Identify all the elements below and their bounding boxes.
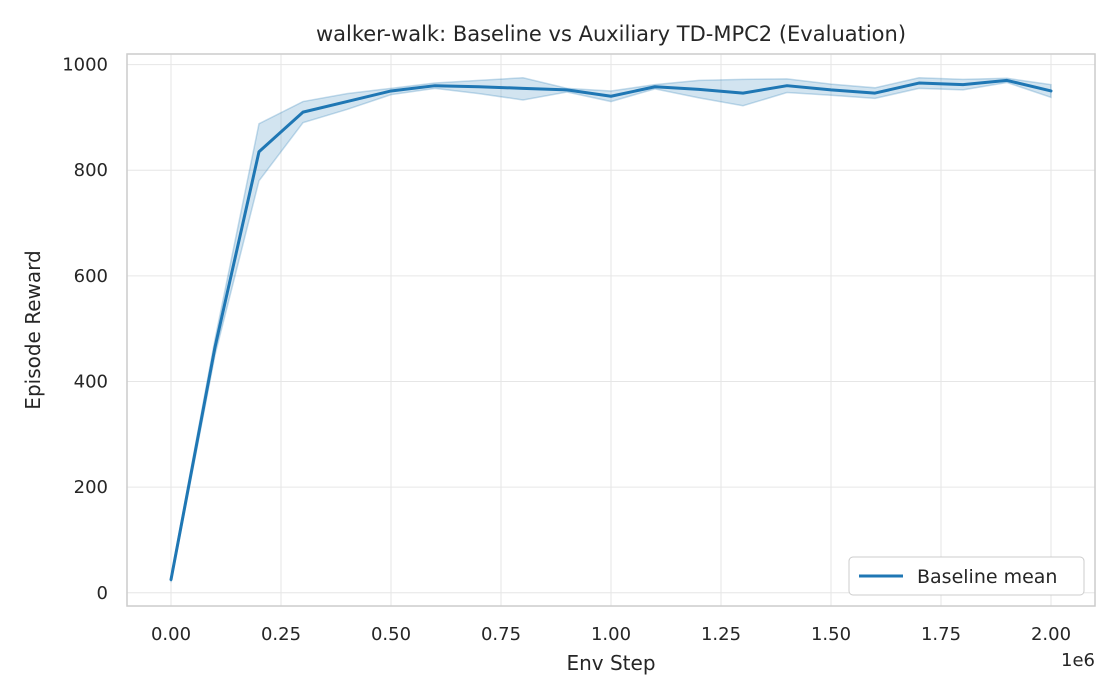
legend-box bbox=[848, 556, 1085, 596]
x-tick-label: 0.50 bbox=[371, 624, 411, 645]
y-tick-label: 200 bbox=[74, 477, 108, 498]
x-tick-label: 1.75 bbox=[921, 624, 961, 645]
y-axis-ticks: 0 200 400 600 800 1000 bbox=[62, 55, 108, 604]
x-tick-label: 0.75 bbox=[481, 624, 521, 645]
confidence-band bbox=[170, 77, 1052, 583]
x-axis-ticks: 0.00 0.25 0.50 0.75 1.00 1.25 1.50 1.75 2.00 bbox=[151, 624, 1071, 645]
x-tick-label: 2.00 bbox=[1031, 624, 1071, 645]
legend: Baseline mean bbox=[848, 556, 1085, 596]
x-tick-label: 1.00 bbox=[591, 624, 631, 645]
chart-title: walker-walk: Baseline vs Auxiliary TD-MP… bbox=[316, 22, 906, 46]
plot-frame bbox=[126, 53, 1096, 607]
legend-entry-baseline-mean: Baseline mean bbox=[917, 566, 1057, 588]
x-tick-label: 1.50 bbox=[811, 624, 851, 645]
y-tick-label: 400 bbox=[74, 372, 108, 393]
y-axis-label: Episode Reward bbox=[21, 250, 45, 409]
y-tick-label: 600 bbox=[74, 266, 108, 287]
x-axis-label: Env Step bbox=[566, 651, 655, 675]
x-tick-label: 0.00 bbox=[151, 624, 191, 645]
y-tick-label: 1000 bbox=[62, 55, 108, 76]
y-tick-label: 800 bbox=[74, 160, 108, 181]
series-line-baseline-mean bbox=[169, 78, 1053, 582]
confidence-band-layer bbox=[170, 77, 1052, 583]
series-line-layer bbox=[169, 78, 1053, 582]
x-tick-label: 1.25 bbox=[701, 624, 741, 645]
y-tick-label: 0 bbox=[97, 583, 108, 604]
x-axis-offset-label: 1e6 bbox=[1061, 650, 1095, 671]
x-tick-label: 0.25 bbox=[261, 624, 301, 645]
